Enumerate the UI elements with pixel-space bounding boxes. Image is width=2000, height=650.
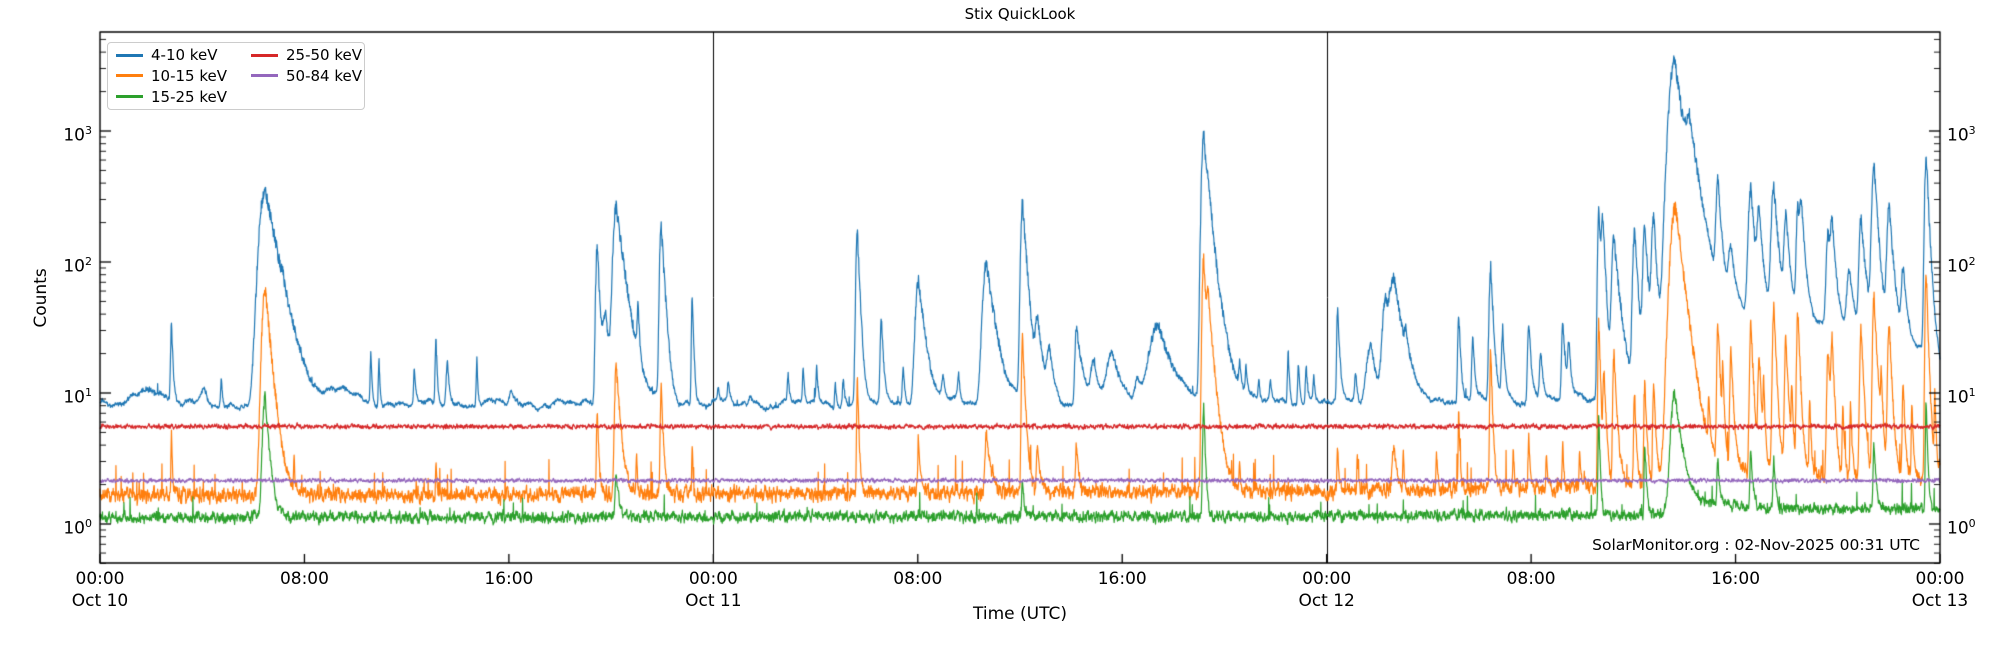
- legend-item: 25-50 keV: [251, 46, 366, 64]
- x-tick-time-label: 00:00: [75, 569, 125, 589]
- y-tick-label-left: 102: [63, 255, 92, 277]
- x-tick-time-label: 08:00: [893, 569, 943, 589]
- x-tick-time-label: 16:00: [484, 569, 534, 589]
- x-tick-time-label: 00:00: [1915, 569, 1965, 589]
- legend-swatch-4-10-kev: [116, 53, 143, 57]
- legend-swatch-50-84-kev: [251, 74, 278, 78]
- legend-item: 15-25 keV: [116, 88, 251, 106]
- y-tick-label-left: 100: [63, 517, 92, 539]
- y-tick-label-right: 100: [1947, 517, 1976, 539]
- x-axis-label: Time (UTC): [973, 604, 1067, 624]
- x-tick-time-label: 00:00: [1302, 569, 1352, 589]
- x-tick-time-label: 16:00: [1097, 569, 1147, 589]
- legend: 4-10 keV 10-15 keV 15-25 keV 25-50 keV 50-84…: [107, 42, 365, 110]
- legend-item: 50-84 keV: [251, 67, 366, 85]
- legend-swatch-25-50-kev: [251, 53, 278, 57]
- y-tick-label-right: 102: [1947, 255, 1976, 277]
- x-tick-time-label: 16:00: [1711, 569, 1761, 589]
- legend-label: 15-25 keV: [151, 87, 227, 106]
- legend-item: 4-10 keV: [116, 46, 251, 64]
- y-tick-label-left: 103: [63, 124, 92, 146]
- y-tick-label-right: 101: [1947, 386, 1976, 408]
- x-tick-date-label: Oct 10: [71, 591, 129, 611]
- solarmonitor-watermark: SolarMonitor.org : 02-Nov-2025 00:31 UTC: [1592, 536, 1920, 554]
- x-tick-date-label: Oct 13: [1911, 591, 1969, 611]
- x-tick-time-label: 08:00: [279, 569, 329, 589]
- legend-swatch-15-25-kev: [116, 95, 143, 99]
- legend-item: 10-15 keV: [116, 67, 251, 85]
- y-tick-label-right: 103: [1947, 124, 1976, 146]
- legend-label: 25-50 keV: [286, 46, 362, 65]
- legend-label: 10-15 keV: [151, 66, 227, 85]
- legend-label: 50-84 keV: [286, 66, 362, 85]
- legend-label: 4-10 keV: [151, 46, 218, 65]
- x-tick-date-label: Oct 12: [1298, 591, 1355, 611]
- x-tick-time-label: 08:00: [1506, 569, 1556, 589]
- y-tick-label-left: 101: [63, 386, 92, 408]
- legend-swatch-10-15-kev: [116, 74, 143, 78]
- x-tick-date-label: Oct 11: [685, 591, 742, 611]
- x-tick-time-label: 00:00: [688, 569, 738, 589]
- chart-title: Stix QuickLook: [964, 5, 1076, 23]
